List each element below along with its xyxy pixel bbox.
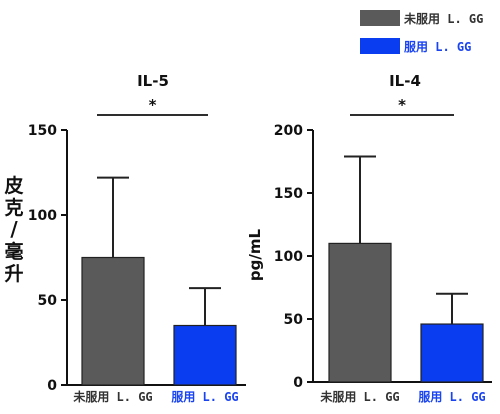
bar — [420, 323, 484, 383]
significance-marker: * — [398, 96, 406, 114]
significance-marker: * — [149, 96, 157, 114]
bar — [173, 324, 237, 386]
y-tick-label: 150 — [274, 186, 303, 202]
y-tick-label: 0 — [47, 378, 57, 394]
y-tick-label: 0 — [293, 375, 303, 391]
legend-swatch-1 — [360, 10, 400, 26]
legend-label-1: 未服用 L. GG — [403, 11, 483, 26]
chart-title: IL-4 — [389, 72, 421, 90]
y-axis-label-char: 克 — [4, 196, 23, 219]
bar — [81, 256, 145, 386]
y-axis-label-char: 升 — [4, 263, 23, 285]
legend-label-2: 服用 L. GG — [404, 39, 471, 54]
legend-swatch-2 — [360, 38, 400, 54]
x-category-label: 未服用 L. GG — [319, 389, 399, 404]
chart-panel-il-4: IL-4 * 0 50 100 150 200 pg/mL 未服用 L. GG 服用 L. GG — [246, 72, 492, 404]
bar — [328, 242, 392, 383]
y-axis-label-char: 皮 — [4, 174, 23, 197]
y-tick-label: 50 — [38, 293, 58, 309]
y-axis-label: pg/mL — [246, 228, 264, 281]
y-tick-label: 100 — [28, 208, 57, 224]
y-tick-label: 200 — [274, 123, 303, 139]
y-axis-label-char: 毫 — [4, 240, 23, 263]
y-tick-label: 100 — [274, 249, 303, 265]
x-category-label: 服用 L. GG — [418, 389, 485, 404]
x-category-label: 服用 L. GG — [171, 389, 238, 404]
y-tick-label: 50 — [284, 312, 304, 328]
chart-title: IL-5 — [137, 72, 169, 90]
y-tick-label: 150 — [28, 123, 57, 139]
y-axis-label-char: / — [10, 217, 18, 241]
x-category-label: 未服用 L. GG — [72, 389, 152, 404]
